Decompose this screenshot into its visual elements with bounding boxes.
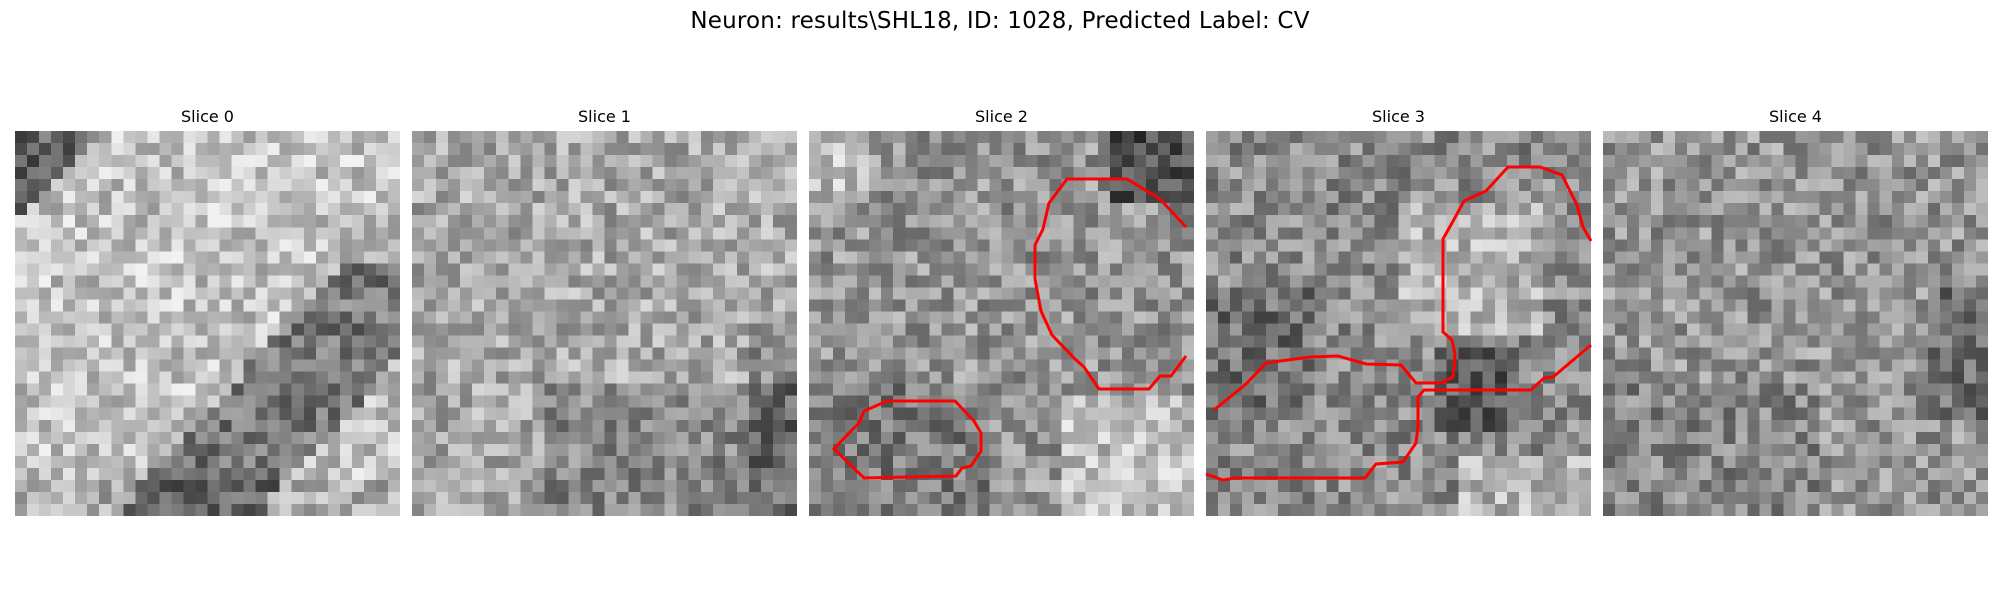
slice-title-1: Slice 1 — [578, 107, 631, 126]
slice-title-3: Slice 3 — [1372, 107, 1425, 126]
slice-panel-3: Slice 3 — [1205, 106, 1593, 516]
segmentation-contour-lower-left — [831, 399, 983, 480]
slice-panel-4: Slice 4 — [1603, 106, 1988, 516]
slice-image-canvas-2 — [809, 131, 1194, 516]
contour-overlay-4 — [1603, 131, 1988, 516]
slice-panel-2: Slice 2 — [809, 106, 1194, 516]
slice-title-2: Slice 2 — [975, 107, 1028, 126]
slice-image-canvas-3 — [1206, 131, 1591, 516]
segmentation-contour-right — [1033, 177, 1188, 391]
slice-title-0: Slice 0 — [181, 107, 234, 126]
slice-panel-1: Slice 1 — [412, 106, 797, 516]
contour-overlay-1 — [412, 131, 797, 516]
slice-panel-0: Slice 0 — [15, 106, 400, 516]
slice-image-2 — [809, 131, 1194, 516]
slice-image-1 — [412, 131, 797, 516]
segmentation-contour-lower — [1205, 343, 1592, 482]
figure-title: Neuron: results\SHL18, ID: 1028, Predict… — [690, 8, 1310, 34]
slice-title-4: Slice 4 — [1769, 107, 1822, 126]
contour-overlay-3 — [1205, 165, 1593, 482]
slice-image-canvas-1 — [412, 131, 797, 516]
slice-image-3 — [1205, 131, 1593, 516]
slice-image-0 — [15, 131, 400, 516]
slice-image-canvas-4 — [1603, 131, 1988, 516]
contour-overlay-0 — [15, 131, 400, 516]
segmentation-contour-upper-right — [1213, 165, 1593, 412]
contour-overlay-2 — [831, 177, 1188, 480]
slice-image-4 — [1603, 131, 1988, 516]
slice-image-canvas-0 — [15, 131, 400, 516]
